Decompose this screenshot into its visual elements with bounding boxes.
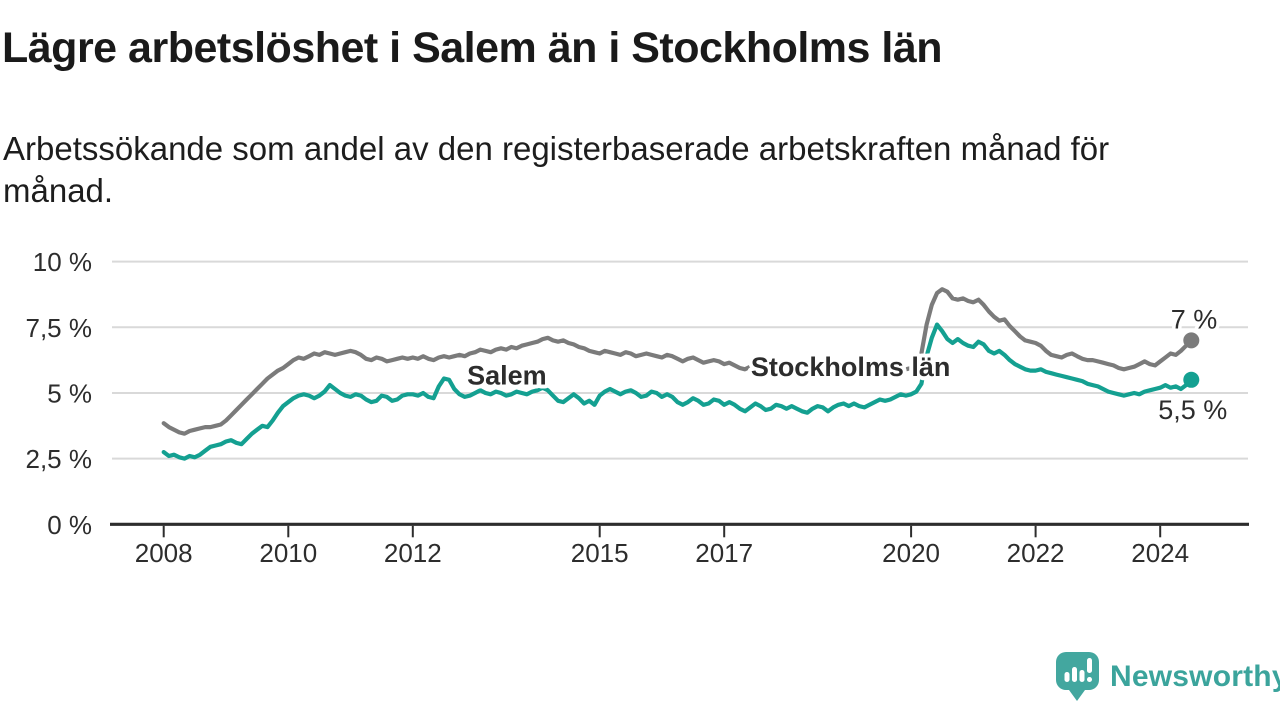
page-title: Lägre arbetslöshet i Salem än i Stockhol… [2, 24, 943, 72]
x-axis-tick-label: 2020 [882, 538, 940, 568]
line-chart: 0 % 2,5 % 5 % 7,5 % 10 % 2008 2010 2012 2015 2017… [26, 247, 1249, 568]
x-axis-tick-label: 2015 [571, 538, 629, 568]
y-axis-tick-label: 10 % [33, 247, 92, 277]
x-axis-tick-label: 2012 [384, 538, 442, 568]
page-subtitle: Arbetssökande som andel av den registerb… [3, 130, 1110, 210]
series-line-stockholms-l-n [161, 287, 1194, 436]
x-axis-tick-label: 2022 [1007, 538, 1065, 568]
newsworthy-logo: Newsworthy [1054, 650, 1280, 702]
y-axis-tick-label: 0 % [47, 510, 92, 540]
x-axis-tick-label: 2024 [1131, 538, 1189, 568]
newsworthy-speech-bubble-bar-chart-icon [1056, 652, 1099, 701]
x-axis-tick-label: 2017 [695, 538, 753, 568]
x-axis-tick-label: 2008 [135, 538, 193, 568]
series-label-salem: Salem [467, 360, 547, 390]
x-axis-tick-label: 2010 [259, 538, 317, 568]
series-line-salem [161, 322, 1194, 461]
series-end-dot-salem [1183, 371, 1200, 388]
series-label-stockholms-l-n: Stockholms län [751, 352, 951, 382]
y-axis-tick-label: 5 % [47, 379, 92, 409]
end-value-label-salem: 5,5 % [1158, 395, 1227, 425]
series-end-dot-stockholms-l-n [1183, 332, 1200, 349]
end-value-label-stockholms-l-n: 7 % [1171, 304, 1218, 334]
y-axis-tick-label: 7,5 % [26, 313, 93, 343]
y-axis-tick-label: 2,5 % [26, 444, 93, 474]
newsworthy-wordmark: Newsworthy [1110, 660, 1280, 693]
